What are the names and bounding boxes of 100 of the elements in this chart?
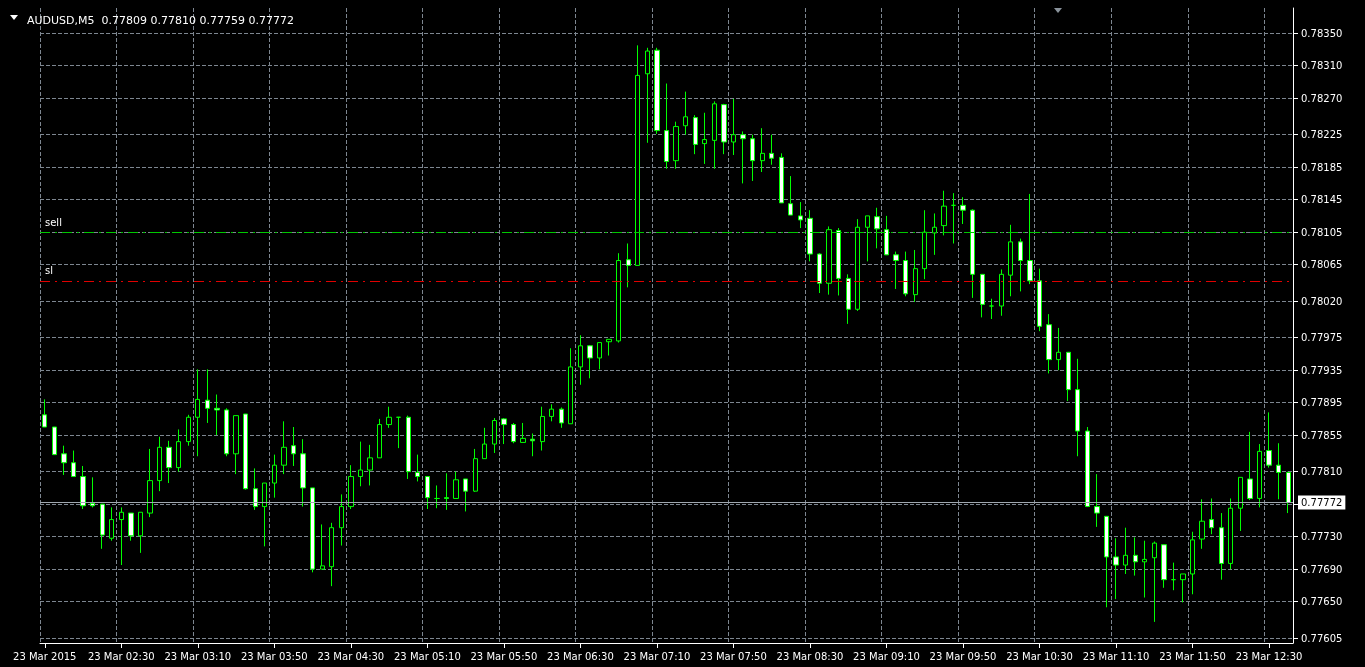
- ref-line-label: sl: [45, 265, 53, 277]
- candlestick: [1104, 515, 1109, 608]
- candlestick: [702, 112, 707, 165]
- candlestick: [1075, 358, 1080, 457]
- candlestick: [549, 403, 554, 422]
- candlestick: [473, 448, 478, 493]
- candlestick: [119, 506, 124, 566]
- candlestick: [893, 251, 899, 290]
- candlestick: [779, 152, 784, 204]
- x-tick-label: 23 Mar 04:30: [317, 650, 385, 662]
- candlestick: [654, 47, 660, 135]
- y-tick-label: 0.78185: [1301, 161, 1343, 173]
- candlestick: [377, 418, 382, 459]
- y-tick-label: 0.77895: [1301, 397, 1343, 409]
- y-tick-label: 0.77855: [1301, 429, 1343, 441]
- candlestick: [989, 298, 994, 320]
- candlestick: [1190, 531, 1195, 595]
- candlestick: [386, 406, 392, 429]
- y-tick-label: 0.77730: [1301, 531, 1343, 543]
- candlestick: [645, 47, 650, 144]
- candlestick: [166, 440, 172, 484]
- candlestick: [61, 445, 67, 476]
- x-tick-label: 23 Mar 02:30: [87, 650, 155, 662]
- y-tick-label: 0.77810: [1301, 466, 1343, 478]
- candlestick: [1113, 537, 1119, 600]
- candlestick: [693, 114, 698, 155]
- x-tick-label: 23 Mar 03:50: [240, 650, 308, 662]
- candlestick: [415, 454, 420, 482]
- y-tick-label: 0.77605: [1301, 632, 1343, 644]
- candlestick: [463, 478, 468, 512]
- candlestick: [1123, 527, 1128, 575]
- candlestick: [52, 426, 57, 456]
- candlestick: [1027, 193, 1033, 285]
- candlestick: [788, 175, 793, 216]
- x-tick-label: 23 Mar 10:30: [1006, 650, 1073, 662]
- ref-line-label: sell: [45, 216, 62, 228]
- candlestick: [1209, 497, 1214, 535]
- candlestick: [1142, 540, 1147, 599]
- candlestick: [807, 209, 813, 262]
- candlestick: [176, 428, 181, 473]
- candlestick: [606, 338, 612, 357]
- candlestick: [578, 334, 583, 386]
- candlestick: [157, 436, 162, 492]
- candlestick: [1037, 268, 1042, 332]
- x-tick-label: 23 Mar 12:30: [1235, 650, 1303, 662]
- candlestick: [1266, 411, 1272, 469]
- candlestick: [826, 225, 832, 296]
- candlestick: [673, 121, 679, 170]
- candlestick: [836, 227, 841, 296]
- candlestick: [1085, 426, 1090, 508]
- x-tick-label: 23 Mar 09:50: [929, 650, 997, 662]
- candlestick: [1276, 442, 1281, 500]
- candlestick: [874, 207, 880, 249]
- candlestick: [980, 273, 985, 318]
- candlestick: [1152, 541, 1157, 623]
- candlestick: [1094, 473, 1100, 528]
- candlestick: [329, 522, 334, 587]
- candlestick: [396, 416, 401, 449]
- y-tick-label: 0.78350: [1301, 27, 1343, 39]
- y-tick-label: 0.78145: [1301, 194, 1343, 206]
- x-tick-label: 23 Mar 2015: [13, 650, 77, 662]
- candlestick: [1056, 327, 1061, 371]
- candlestick: [147, 448, 153, 518]
- candlestick: [1247, 431, 1253, 501]
- candlestick: [253, 467, 258, 511]
- candlestick: [587, 344, 593, 379]
- candlestick: [1133, 536, 1138, 577]
- candlestick: [425, 476, 430, 510]
- candlestick: [1018, 238, 1023, 292]
- candlestick: [597, 342, 602, 370]
- candlestick: [1286, 471, 1291, 514]
- candlestick: [951, 192, 956, 244]
- y-tick-label: 0.78225: [1301, 129, 1343, 141]
- candlestick: [186, 414, 191, 447]
- candlestick: [1161, 544, 1167, 589]
- candlestick: [999, 268, 1004, 317]
- candlestick: [339, 493, 344, 547]
- candlestick: [683, 91, 688, 136]
- candlestick: [453, 471, 459, 499]
- y-tick-label: 0.77650: [1301, 596, 1343, 608]
- candlestick: [740, 130, 746, 184]
- candlestick: [760, 127, 765, 173]
- candlestick: [214, 394, 220, 436]
- candlestick: [530, 433, 535, 457]
- candlestick: [903, 251, 908, 297]
- candlestick: [817, 252, 822, 294]
- x-tick-label: 23 Mar 07:10: [623, 650, 691, 662]
- candlestick: [310, 487, 315, 573]
- candlestick: [42, 398, 47, 428]
- candlestick: [798, 201, 803, 229]
- candlestick: [224, 407, 229, 457]
- candlestick: [281, 420, 287, 475]
- x-tick-label: 23 Mar 09:10: [853, 650, 920, 662]
- candlestick: [540, 406, 545, 452]
- y-tick-label: 0.78270: [1301, 92, 1343, 104]
- candlestick: [1199, 498, 1205, 550]
- candlestick: [750, 134, 755, 182]
- x-tick-label: 23 Mar 11:50: [1159, 650, 1226, 662]
- candlestick: [71, 450, 76, 478]
- candlestick: [80, 465, 86, 510]
